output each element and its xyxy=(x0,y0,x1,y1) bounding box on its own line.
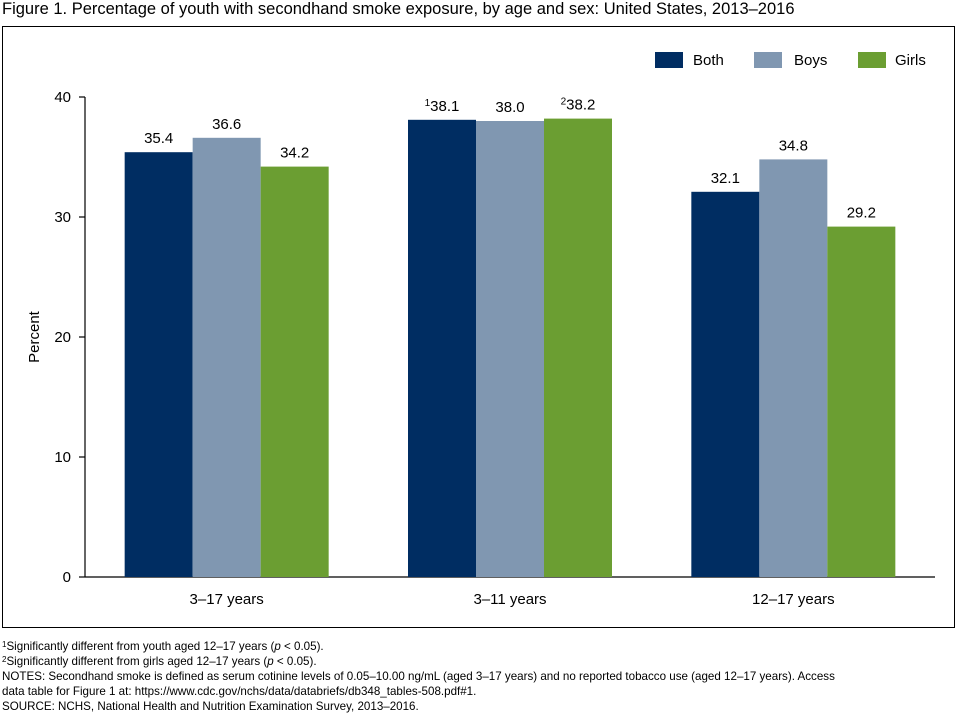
y-tick-label: 10 xyxy=(54,449,71,466)
data-label: 34.8 xyxy=(779,137,808,154)
legend-label-both: Both xyxy=(693,52,724,69)
notes-line-1: NOTES: Secondhand smoke is defined as se… xyxy=(2,670,835,683)
y-tick-label: 30 xyxy=(54,209,71,226)
data-label: 34.2 xyxy=(280,145,309,162)
x-tick-label: 12–17 years xyxy=(752,591,835,608)
bar-boys xyxy=(476,121,544,577)
footnote-1: 1Significantly different from youth aged… xyxy=(2,640,324,653)
legend-swatch-both xyxy=(655,52,683,68)
bar-both xyxy=(408,119,476,578)
figure-title: Figure 1. Percentage of youth with secon… xyxy=(2,0,795,18)
legend-label-boys: Boys xyxy=(794,52,827,69)
data-label: 29.2 xyxy=(847,205,876,222)
y-tick-label: 0 xyxy=(63,569,71,586)
source-line: SOURCE: NCHS, National Health and Nutrit… xyxy=(2,700,419,713)
y-axis-label: Percent xyxy=(26,310,43,363)
footnote-2: 2Significantly different from girls aged… xyxy=(2,655,317,668)
bar-girls xyxy=(827,226,896,577)
x-tick-label: 3–11 years xyxy=(473,591,546,608)
bar-boys xyxy=(759,159,828,577)
y-tick-label: 20 xyxy=(54,329,71,346)
y-tick-label: 40 xyxy=(54,89,71,106)
x-tick-label: 3–17 years xyxy=(190,591,264,608)
chart-frame xyxy=(2,26,955,628)
notes-line-2: data table for Figure 1 at: https://www.… xyxy=(2,685,477,698)
bar-girls xyxy=(260,166,329,577)
data-label: 238.2 xyxy=(561,97,596,114)
bar-both xyxy=(691,191,760,578)
data-label: 35.4 xyxy=(144,130,173,147)
data-label: 138.1 xyxy=(425,98,460,115)
data-label: 36.6 xyxy=(212,116,241,133)
bar-both xyxy=(124,152,193,577)
legend-label-girls: Girls xyxy=(895,52,926,69)
legend-swatch-girls xyxy=(858,52,886,68)
legend-swatch-boys xyxy=(754,52,782,68)
data-label: 38.0 xyxy=(495,99,524,116)
bar-girls xyxy=(544,118,612,577)
bar-boys xyxy=(192,137,261,578)
data-label: 32.1 xyxy=(711,170,740,187)
footnotes: 1Significantly different from youth aged… xyxy=(2,639,958,714)
bar-chart: 0 10 20 30 40 Percent 35.4 36.6 34.2 3–17 years 13… xyxy=(26,52,935,608)
